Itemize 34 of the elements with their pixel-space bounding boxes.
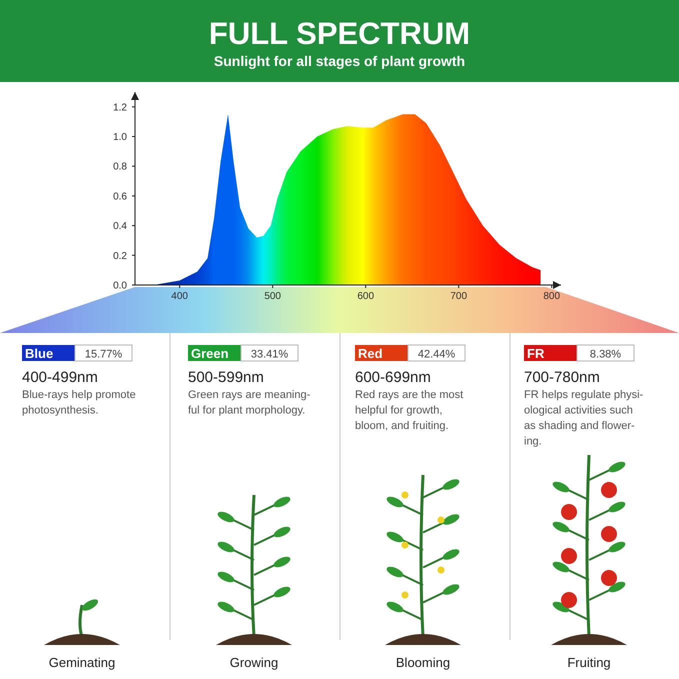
x-tick-label: 700 — [450, 291, 468, 302]
x-tick-label: 500 — [264, 291, 282, 302]
text: Fruiting — [567, 655, 611, 670]
text: Growing — [230, 655, 278, 670]
x-tick-label: 800 — [543, 291, 560, 302]
category-label: FR — [527, 346, 545, 361]
text: 700-780nm — [524, 369, 600, 386]
y-tick-label: 0.2 — [113, 250, 128, 262]
text: Red rays are the most helpful for growth, bloom, and fruiting. — [355, 389, 464, 432]
y-tick-label: 0.8 — [113, 162, 128, 173]
text: 33.41% — [250, 348, 288, 360]
y-tick-label: 0.4 — [113, 221, 128, 232]
text: 400-499nm — [22, 369, 98, 386]
text: Blue-rays help promote photosynthesis. — [22, 389, 136, 416]
category-label: Blue — [25, 346, 54, 361]
text: Green rays are meaning- ful for plant morphology. — [188, 389, 311, 416]
y-tick-label: 1.0 — [113, 132, 128, 144]
text: 15.77% — [84, 348, 122, 360]
text: 8.38% — [590, 348, 622, 360]
y-tick-label: 0.0 — [113, 280, 128, 292]
chart-title: FULL SPECTRUM — [208, 16, 470, 51]
text: 600-699nm — [355, 369, 431, 386]
y-tick-label: 0.6 — [113, 191, 128, 202]
category-label: Red — [358, 346, 383, 361]
text: 42.44% — [418, 348, 456, 360]
text: Geminating — [48, 655, 116, 670]
category-label: Green — [191, 346, 229, 361]
text: Blooming — [396, 655, 450, 670]
x-tick-label: 400 — [171, 291, 188, 302]
x-tick-label: 600 — [357, 291, 374, 302]
text: 500-599nm — [188, 369, 264, 386]
chart-subtitle: Sunlight for all stages of plant growth — [214, 53, 466, 69]
text: FR helps regulate physi- ological activities such as shading and flower- ing. — [524, 389, 644, 448]
y-tick-label: 1.2 — [113, 102, 128, 114]
